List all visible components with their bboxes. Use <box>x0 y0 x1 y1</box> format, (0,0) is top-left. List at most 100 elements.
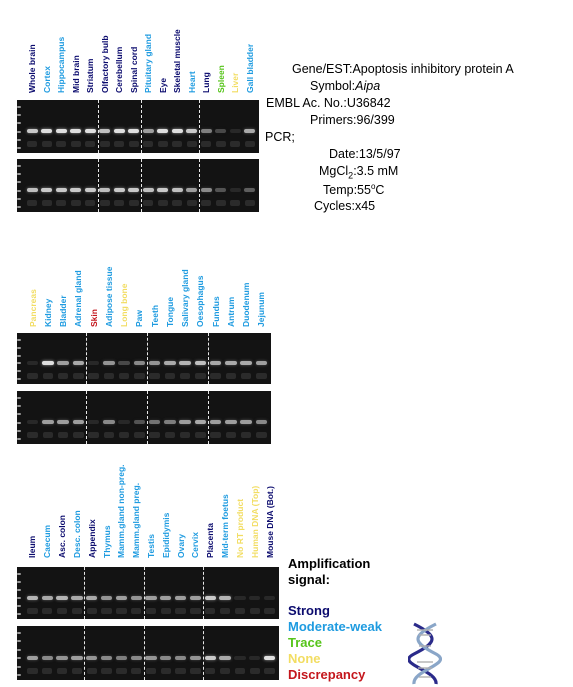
lane-label: Kidney <box>42 298 53 327</box>
lane-divider <box>97 159 99 212</box>
lane-label: Eye <box>157 77 168 93</box>
lane-divider <box>86 391 87 444</box>
primer-smear <box>118 372 130 379</box>
gel-band <box>255 420 268 425</box>
lane-divider <box>202 567 204 619</box>
gene-key: Gene/EST: <box>292 62 353 76</box>
embl-key: EMBL Ac. No.: <box>266 96 347 110</box>
lane-label: Jejunum <box>256 292 267 327</box>
symbol-key: Symbol: <box>310 79 356 93</box>
gene-row: Gene/EST:Apoptosis inhibitory protein A <box>292 62 514 76</box>
lane-label: Tongue <box>164 296 175 327</box>
gel-image-top <box>17 333 271 384</box>
ladder-mark <box>17 362 21 365</box>
gel-band <box>86 655 98 660</box>
lane-label: Paw <box>134 309 145 327</box>
lane-label: Pituitary gland <box>143 33 154 93</box>
lane-label: Placenta <box>205 523 216 558</box>
ladder-mark <box>17 648 21 651</box>
ladder-mark <box>17 597 21 599</box>
gel-band <box>26 188 38 193</box>
lane-label: No RT product <box>234 498 245 558</box>
gel-band <box>194 420 207 425</box>
gel-band <box>72 361 85 366</box>
gel-band <box>72 420 85 425</box>
mgcl-row: MgCl2:3.5 mM <box>319 164 398 181</box>
primer-smear <box>256 432 267 439</box>
primer-smear <box>186 141 197 148</box>
gel-band <box>84 188 96 193</box>
primer-smear <box>88 432 99 439</box>
cycles-key: Cycles: <box>314 199 355 213</box>
gel-band <box>70 129 82 134</box>
primers-value: 96/399 <box>356 113 395 127</box>
primer-smear <box>85 200 96 207</box>
lane-label: Oesophagus <box>195 275 206 327</box>
lane-divider <box>208 333 209 384</box>
ladder-mark <box>17 413 21 416</box>
lane-label: Cerebellum <box>114 46 125 93</box>
gel-band <box>200 129 212 134</box>
primer-smear <box>244 141 255 148</box>
primer-smear <box>249 607 260 614</box>
ladder-mark <box>17 665 21 668</box>
gel-band <box>219 655 231 660</box>
ladder-mark <box>17 589 21 591</box>
gel-band <box>142 129 154 134</box>
primer-smear <box>41 200 52 207</box>
lane-divider <box>143 567 145 619</box>
primer-smear <box>134 432 145 439</box>
primer-smear <box>118 432 130 439</box>
primer-smear <box>205 668 216 675</box>
primer-smear <box>201 141 212 148</box>
legend-title-line1: Amplification <box>288 556 371 571</box>
lane-label: Ileum <box>27 535 38 558</box>
lane-label: Liver <box>230 72 241 93</box>
gel-band <box>100 595 113 600</box>
embl-row: EMBL Ac. No.:U36842 <box>266 96 391 110</box>
primer-smear <box>116 607 127 614</box>
primer-smear <box>175 607 186 614</box>
primer-smear <box>264 607 275 614</box>
gel-band <box>164 361 176 366</box>
primer-smear <box>134 372 145 379</box>
gel-band <box>100 655 113 660</box>
lane-label: Mid-term foetus <box>220 494 231 558</box>
gel-band <box>130 655 142 660</box>
lane-label: Heart <box>186 71 197 93</box>
gel-band <box>148 420 161 425</box>
lane-label: Adipose tissue <box>103 266 114 327</box>
lane-label: Bladder <box>58 295 69 327</box>
gel-band <box>219 595 231 600</box>
primer-smear <box>225 432 237 439</box>
lane-label: Testis <box>146 534 156 558</box>
primer-smear <box>240 432 252 439</box>
primer-smear <box>70 141 81 148</box>
gel-band <box>157 129 169 134</box>
primer-smear <box>71 607 83 614</box>
gel-band <box>249 655 261 660</box>
temp-row: Temp:55oC <box>323 182 384 197</box>
date-value: 13/5/97 <box>358 147 401 161</box>
gel-band <box>209 420 222 425</box>
primer-smear <box>179 432 191 439</box>
primer-smear <box>157 141 168 148</box>
gel-band <box>194 361 207 366</box>
lane-divider <box>86 333 87 384</box>
lane-label: Thymus <box>101 525 112 558</box>
gel-band <box>70 188 82 193</box>
primer-smear <box>164 432 176 439</box>
lane-label: Asc. colon <box>57 515 68 558</box>
primer-smear <box>128 141 139 148</box>
legend-title-line2: signal: <box>288 572 330 587</box>
lane-label: Long bone <box>119 283 130 327</box>
primer-smear <box>215 141 226 148</box>
gel-band <box>118 420 130 425</box>
primer-smear <box>160 668 171 675</box>
ladder-mark <box>17 197 21 200</box>
lane-label: Mid brain <box>70 55 81 93</box>
primer-smear <box>116 668 127 675</box>
primer-smear <box>103 372 115 379</box>
lane-label: Caecum <box>42 524 53 558</box>
primer-smear <box>143 141 154 148</box>
